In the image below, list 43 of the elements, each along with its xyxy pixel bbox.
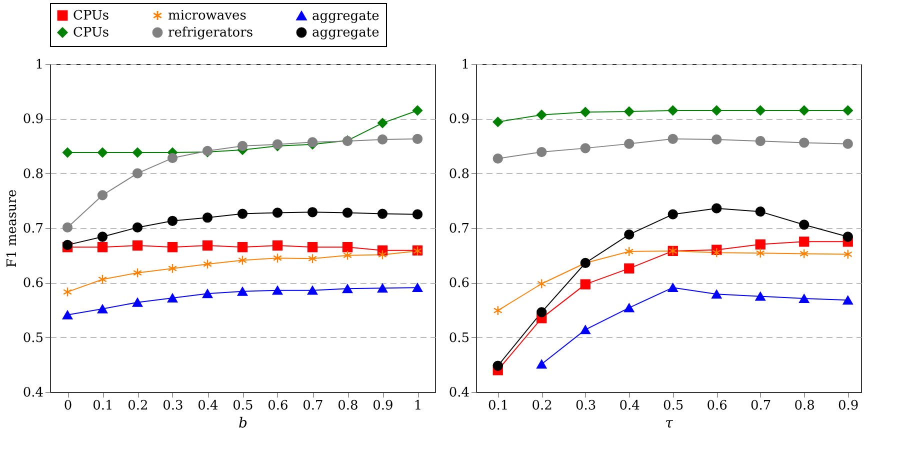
y-tick-label: 0.5: [22, 330, 44, 346]
y-tick-label: 0.5: [448, 330, 470, 346]
x-tick-label: 0.8: [794, 398, 815, 414]
x-tick-label: 0.9: [372, 398, 394, 414]
x-tick-label: 0.2: [128, 398, 148, 414]
x-tick-label: 0.2: [532, 398, 552, 414]
x-tick-label: 0.7: [302, 398, 324, 414]
legend-label: CPUs: [73, 26, 110, 40]
x-tick-label: 0.4: [619, 398, 640, 414]
x-tick-label: 0.3: [576, 398, 596, 414]
legend-label: refrigerators: [168, 26, 254, 40]
y-tick-label: 0.7: [448, 222, 470, 236]
x-tick-label: 0.5: [232, 398, 254, 414]
y-tick-label: 0.8: [22, 166, 44, 182]
y-tick-label: 0.4: [448, 386, 470, 400]
y-tick-label: 0.7: [22, 222, 44, 236]
legend-label: microwaves: [168, 8, 246, 24]
x-axis-title: b: [238, 416, 248, 432]
x-tick-label: 0.1: [488, 398, 509, 414]
legend-label: CPUs: [73, 8, 110, 24]
legend-label: aggregate: [312, 8, 380, 24]
x-tick-label: 0.6: [268, 398, 288, 414]
y-tick-label: 0.9: [22, 112, 44, 128]
x-tick-label: 0.4: [198, 398, 218, 414]
x-tick-label: 0.6: [706, 398, 728, 414]
x-tick-label: 0.8: [338, 398, 358, 414]
y-tick-label: 0.8: [448, 166, 470, 182]
x-tick-label: 0.1: [92, 398, 114, 414]
x-tick-label: 0: [64, 398, 72, 414]
x-tick-label: 0.9: [838, 398, 859, 414]
x-tick-label: 0.5: [663, 398, 684, 414]
y-tick-label: 0.9: [448, 112, 470, 128]
x-tick-label: 0.7: [750, 398, 772, 414]
y-tick-label: 1: [35, 58, 44, 72]
x-tick-label: 1: [414, 398, 422, 414]
legend-label: aggregate: [312, 26, 380, 40]
y-axis-title: F1 measure: [4, 189, 20, 268]
x-tick-label: 0.3: [162, 398, 184, 414]
y-tick-label: 0.6: [448, 276, 470, 292]
y-tick-label: 1: [461, 58, 470, 72]
y-tick-label: 0.6: [22, 276, 44, 292]
y-tick-label: 0.4: [22, 386, 44, 400]
x-axis-title: τ: [665, 416, 674, 432]
